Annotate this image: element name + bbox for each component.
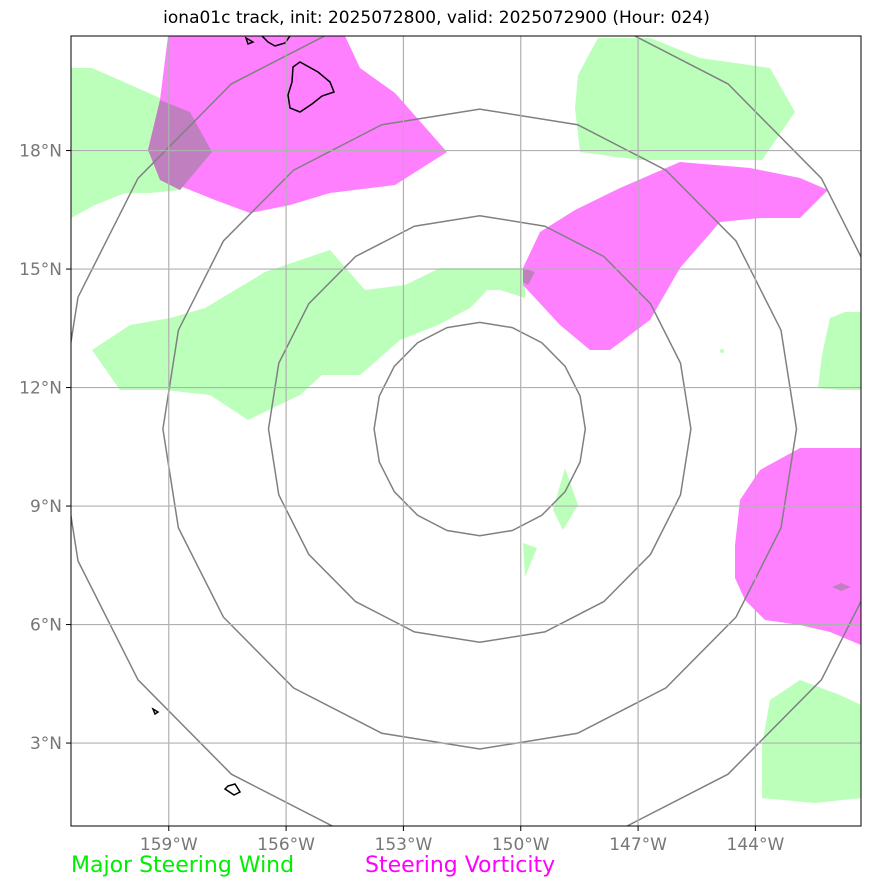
lat-tick-label: 18°N — [19, 142, 62, 162]
lon-tick-label: 159°W — [140, 835, 198, 855]
lat-tick-label: 15°N — [19, 260, 62, 280]
lon-tick-label: 147°W — [609, 835, 667, 855]
big-island-coastline — [287, 61, 335, 113]
lat-tick-label: 12°N — [19, 379, 62, 399]
overlap-regions — [148, 100, 851, 591]
map-gridlines — [71, 36, 861, 826]
legend-steering-wind: Major Steering Wind — [71, 853, 295, 878]
range-ring — [373, 321, 587, 537]
steering-wind-region — [575, 38, 795, 160]
steering-vorticity-region — [735, 448, 861, 645]
range-ring — [71, 36, 861, 826]
lat-tick-label: 3°N — [30, 734, 62, 754]
overlap-region — [832, 583, 851, 591]
lon-tick-label: 150°W — [492, 835, 550, 855]
molokai-coastline — [244, 36, 255, 45]
steering-wind-region — [553, 468, 578, 530]
lat-tick-label: 9°N — [30, 497, 62, 517]
steering-wind-region — [762, 680, 861, 803]
overlap-region — [148, 100, 212, 190]
map-frame — [70, 35, 862, 827]
lon-tick-label: 156°W — [257, 835, 315, 855]
kiribati-island-coastline — [151, 707, 160, 716]
range-rings — [71, 36, 861, 826]
steering-wind-regions — [71, 38, 861, 803]
overlap-region — [523, 268, 535, 285]
map-title: iona01c track, init: 2025072800, valid: … — [163, 8, 710, 28]
kiritimati-coastline — [223, 783, 242, 796]
steering-wind-region — [92, 250, 525, 420]
steering-vorticity-region — [523, 162, 828, 350]
legend-steering-vorticity: Steering Vorticity — [365, 853, 556, 878]
lon-tick-label: 144°W — [727, 835, 785, 855]
steering-vorticity-regions — [148, 36, 861, 645]
steering-wind-region — [523, 543, 537, 577]
range-ring — [267, 214, 692, 644]
steering-vorticity-region — [148, 36, 447, 213]
axis-ticks: 159°W 156°W 153°W 150°W 147°W 144°W 3°N 6°N 9°N 1… — [19, 142, 784, 855]
range-ring — [162, 108, 798, 750]
lat-tick-label: 6°N — [30, 616, 62, 636]
steering-wind-region — [720, 349, 724, 353]
lon-tick-label: 153°W — [375, 835, 433, 855]
steering-wind-region — [818, 312, 861, 390]
